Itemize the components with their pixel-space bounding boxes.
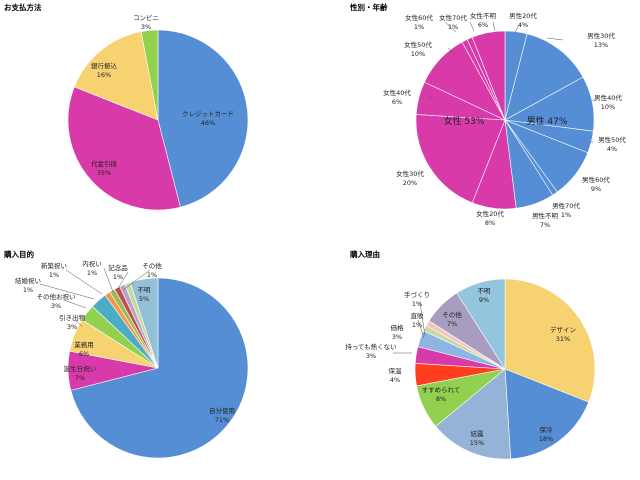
slice-label: 女性40代 6%: [383, 88, 411, 106]
leader-line: [492, 21, 496, 32]
chart-title: 性別・年齢: [350, 2, 388, 12]
slice-label: 女性20代 8%: [476, 209, 504, 227]
leader-line: [546, 37, 564, 41]
slice-label: 代金引換 35%: [91, 159, 118, 177]
slice-label: 新築祝い 1%: [41, 261, 67, 279]
slice-label: 女性不明 6%: [470, 11, 497, 29]
pie-slice: [73, 31, 159, 121]
slice-label: 誕生日祝い 7%: [64, 364, 97, 382]
slice-label: 結露 15%: [470, 429, 484, 447]
leader-line: [535, 212, 541, 216]
slice-label: 男性不明 7%: [532, 211, 559, 229]
chart-title: 購入理由: [349, 249, 380, 259]
slice-label: 男性20代 4%: [509, 11, 537, 29]
slice-label: 不明 5%: [138, 286, 152, 303]
slice-label: デザイン 31%: [550, 325, 576, 343]
pie-slice: [67, 86, 181, 211]
slice-label: 記念品 1%: [108, 263, 128, 281]
slice-label: 男性70代 1%: [552, 201, 580, 219]
group-label: 男性 47%: [527, 115, 568, 127]
pie-slice: [140, 29, 159, 121]
slice-label: 男性30代 13%: [587, 31, 615, 49]
leader-line: [555, 203, 562, 208]
pie-slice: [504, 368, 590, 460]
pie-slice: [504, 33, 584, 121]
pie-slice: [157, 29, 249, 208]
slice-label: 女性50代 10%: [404, 40, 432, 58]
leader-line: [63, 299, 87, 309]
slice-label: 男性40代 10%: [594, 93, 622, 111]
leader-line: [444, 21, 457, 33]
slice-label: コンビニ 3%: [133, 13, 159, 31]
pie-slice: [504, 278, 596, 403]
leader-line: [103, 267, 114, 293]
chart-title: 購入目的: [3, 249, 34, 259]
leader-line: [469, 21, 475, 32]
leader-line: [75, 320, 83, 327]
slice-label: 女性30代 20%: [396, 169, 424, 187]
slice-label: その他 1%: [142, 261, 162, 279]
leader-line: [417, 319, 425, 339]
leader-line: [39, 283, 95, 300]
leader-line: [427, 94, 433, 99]
slice-label: すすめられて 8%: [422, 386, 461, 403]
chart-title: お支払方法: [4, 2, 42, 12]
slice-label: 持っても熱くない 3%: [345, 342, 396, 360]
leader-line: [514, 24, 520, 33]
slice-label: 銀行振込 16%: [91, 61, 118, 79]
leader-line: [122, 269, 151, 291]
slice-label: 女性70代 1%: [439, 13, 467, 31]
slice-label: クレジットカード 46%: [182, 110, 234, 127]
slice-label: 女性60代 1%: [405, 13, 433, 31]
slice-label: 手づくり 1%: [404, 290, 430, 308]
slice-label: 業務用 6%: [74, 340, 94, 358]
slice-label: 価格 3%: [391, 323, 405, 341]
leader-line: [419, 301, 426, 337]
pie-slice: [471, 30, 506, 121]
pie-slice: [129, 277, 159, 369]
group-label: 女性 53%: [444, 115, 485, 127]
slice-label: その他お祝い 3%: [37, 292, 76, 310]
pie-slice: [415, 114, 506, 204]
leader-line: [447, 47, 456, 56]
slice-label: その他 7%: [442, 310, 462, 328]
leader-line: [581, 177, 587, 181]
slice-label: 結婚祝い 1%: [15, 276, 41, 294]
pie-slice: [456, 278, 506, 371]
slice-label: 引き出物 3%: [59, 313, 86, 331]
slice-label: 男性50代 4%: [598, 135, 626, 153]
slice-label: 保冷 18%: [539, 425, 553, 443]
pie-slice: [435, 368, 511, 460]
slice-label: 自分使用 71%: [209, 406, 235, 424]
slice-label: 男性60代 9%: [582, 175, 610, 193]
slice-label: 直販 1%: [411, 311, 425, 329]
slice-label: 保温 4%: [389, 366, 403, 384]
leader-line: [116, 271, 129, 291]
slice-label: 内祝い 1%: [82, 259, 102, 277]
slice-label: 不明 9%: [478, 287, 492, 304]
leader-line: [65, 269, 103, 295]
pie-slice: [70, 277, 249, 459]
